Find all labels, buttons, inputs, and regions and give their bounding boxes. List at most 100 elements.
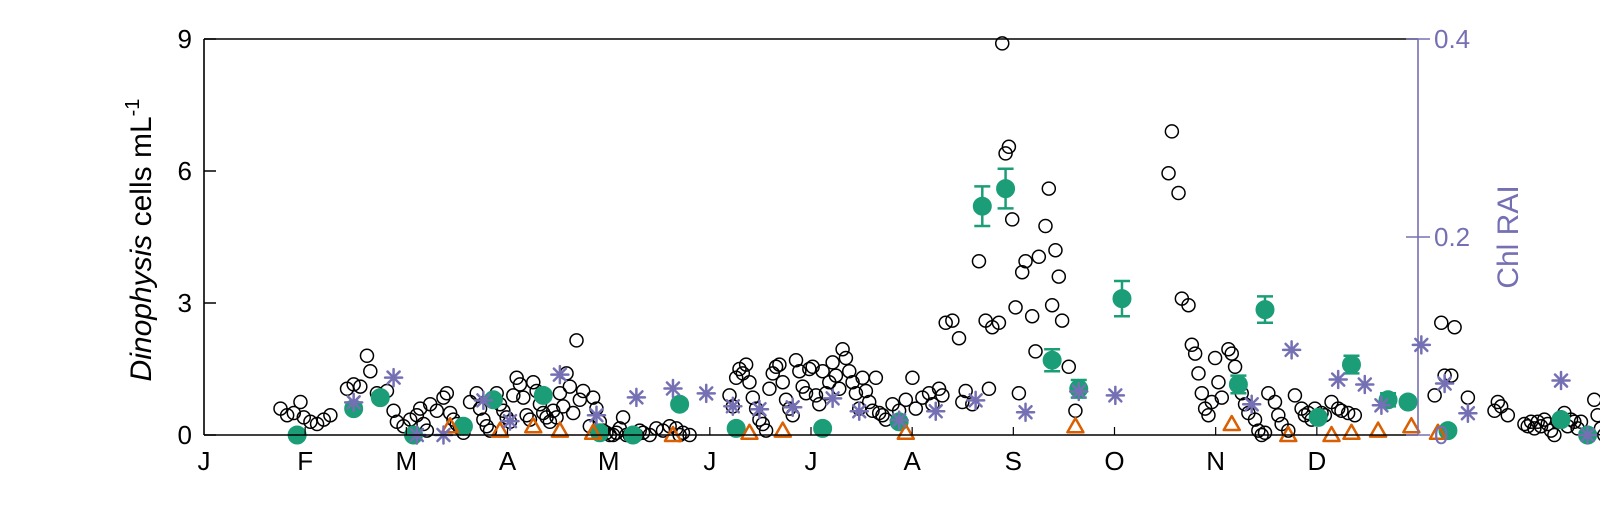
open-circle-point xyxy=(841,363,857,379)
open-circle-point xyxy=(1247,412,1263,427)
filled-circle-point xyxy=(1112,289,1132,309)
asterisk-stroke xyxy=(1374,398,1389,413)
open-circle-point xyxy=(575,383,591,399)
x-tick-label: M xyxy=(395,446,417,476)
open-circle-point xyxy=(1014,264,1030,280)
open-circle-point xyxy=(1547,427,1562,443)
filled-circle-point xyxy=(1255,300,1275,320)
triangle-point xyxy=(490,421,510,438)
open-circle-point xyxy=(742,374,757,390)
x-tick-label: M xyxy=(598,446,620,476)
y-axis-label-italic: Dinophysis xyxy=(125,235,158,382)
open-circle-point xyxy=(1597,429,1600,441)
open-circle-point xyxy=(1068,403,1083,419)
asterisk-point xyxy=(500,411,520,431)
open-circle-point xyxy=(1224,346,1239,361)
open-circle-point xyxy=(1214,390,1230,405)
open-circle-point xyxy=(1048,242,1063,258)
open-circle-point xyxy=(1434,315,1449,331)
open-circle-point xyxy=(798,385,814,401)
open-circle-point xyxy=(526,374,541,390)
asterisk-point xyxy=(1355,374,1375,395)
triangle-point xyxy=(1368,421,1388,438)
asterisk-point xyxy=(343,392,364,413)
filled-circle-point xyxy=(996,179,1016,199)
open-circle-point xyxy=(931,381,947,397)
y-axis-label-sup: -1 xyxy=(122,99,144,117)
asterisk-stroke xyxy=(502,413,518,429)
open-circle-point xyxy=(908,401,924,416)
open-circle-point xyxy=(346,377,361,392)
asterisk-point xyxy=(965,390,986,411)
asterisk-point xyxy=(473,390,494,411)
filled-circle-point xyxy=(726,418,746,438)
open-circle-point xyxy=(1287,388,1303,403)
asterisk-stroke xyxy=(552,367,568,382)
asterisk-point xyxy=(749,399,770,420)
open-circle-point xyxy=(1281,423,1296,438)
filled-circle-point xyxy=(813,418,833,438)
triangle-point xyxy=(1342,423,1361,441)
asterisk-point xyxy=(925,401,946,421)
open-circle-point xyxy=(958,383,973,399)
open-circle-point xyxy=(758,423,774,438)
open-circle-point xyxy=(555,399,571,414)
asterisk-stroke xyxy=(825,391,840,406)
open-circle-point xyxy=(858,383,874,399)
open-circle-point xyxy=(1194,385,1210,401)
open-circle-point xyxy=(1490,394,1506,410)
open-circle-point xyxy=(1164,124,1180,139)
x-tick-label: S xyxy=(1005,446,1022,476)
open-circle-point xyxy=(436,390,451,405)
open-circle-point xyxy=(1460,390,1476,405)
asterisk-point xyxy=(1371,395,1392,416)
open-circle-point xyxy=(1271,407,1286,423)
open-circle-point xyxy=(795,379,810,394)
asterisk-stroke xyxy=(928,403,943,419)
asterisk-stroke xyxy=(1553,373,1569,388)
open-circle-point xyxy=(293,394,308,410)
open-circle-point xyxy=(1261,385,1276,401)
asterisk-stroke xyxy=(386,370,401,385)
asterisk-stroke xyxy=(891,412,907,428)
open-circle-point xyxy=(1191,366,1206,381)
open-circle-point xyxy=(998,146,1013,161)
filled-circle-point xyxy=(1228,374,1248,394)
asterisk-point xyxy=(1328,369,1348,390)
asterisk-point xyxy=(1411,335,1432,355)
triangle-point xyxy=(550,421,570,438)
open-circle-point xyxy=(994,36,1010,51)
open-circle-point xyxy=(1031,249,1047,265)
asterisk-stroke xyxy=(785,400,800,415)
y-tick-label: 9 xyxy=(178,24,192,54)
open-circle-point xyxy=(815,363,830,379)
open-circle-point xyxy=(861,394,877,410)
open-circle-point xyxy=(1587,392,1600,408)
x-tick-label: A xyxy=(903,446,921,476)
y2-tick-label: 0 xyxy=(1434,420,1448,450)
asterisk-point xyxy=(1281,340,1302,360)
asterisk-stroke xyxy=(1580,427,1595,443)
asterisk-stroke xyxy=(1108,388,1123,403)
open-circle-point xyxy=(585,390,601,405)
asterisk-point xyxy=(663,378,683,399)
x-tick-label: F xyxy=(297,446,313,476)
open-circle-point xyxy=(825,355,840,370)
filled-circle-point xyxy=(533,385,553,405)
open-circle-point xyxy=(1251,423,1266,438)
open-circle-point xyxy=(808,388,824,403)
asterisk-point xyxy=(1458,403,1478,423)
asterisk-point xyxy=(849,401,869,421)
y2-tick-label: 0.4 xyxy=(1434,24,1470,54)
open-circle-point xyxy=(1340,405,1356,421)
open-circle-point xyxy=(416,416,431,432)
open-circle-point xyxy=(762,381,777,397)
open-circle-point xyxy=(549,410,564,425)
open-circle-point xyxy=(1028,344,1043,359)
filled-circle-point xyxy=(1341,355,1361,375)
asterisk-stroke xyxy=(589,407,604,423)
open-circle-point xyxy=(562,379,578,394)
open-circle-point xyxy=(1347,407,1363,423)
open-circle-point xyxy=(1447,319,1462,335)
x-tick-label: N xyxy=(1206,446,1225,476)
